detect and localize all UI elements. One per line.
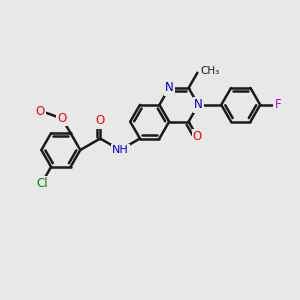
Text: O: O	[96, 115, 105, 128]
Text: F: F	[274, 98, 281, 111]
Text: N: N	[194, 98, 203, 111]
Text: O: O	[193, 130, 202, 143]
Text: O: O	[58, 112, 67, 125]
Text: N: N	[165, 82, 173, 94]
Text: CH₃: CH₃	[200, 66, 219, 76]
Text: O: O	[36, 105, 45, 118]
Text: NH: NH	[112, 145, 128, 155]
Text: Cl: Cl	[37, 177, 48, 190]
